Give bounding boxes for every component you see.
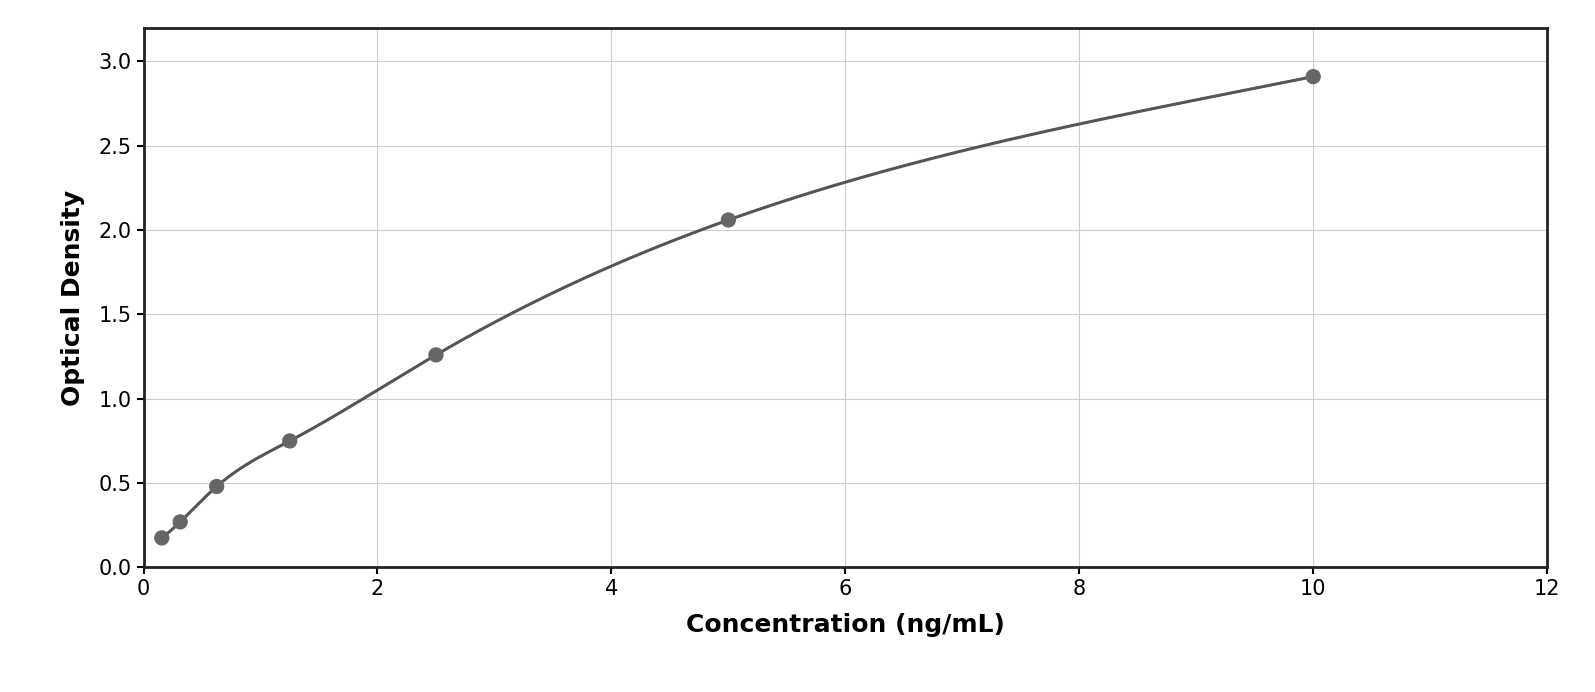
Point: [278, 435, 303, 446]
Y-axis label: Optical Density: Optical Density: [61, 190, 85, 406]
Point: [167, 516, 193, 527]
Point: [1300, 71, 1325, 82]
Point: [423, 349, 448, 361]
Point: [148, 532, 174, 543]
Point: [716, 215, 742, 226]
X-axis label: Concentration (ng/mL): Concentration (ng/mL): [686, 613, 1005, 637]
Point: [204, 481, 230, 492]
